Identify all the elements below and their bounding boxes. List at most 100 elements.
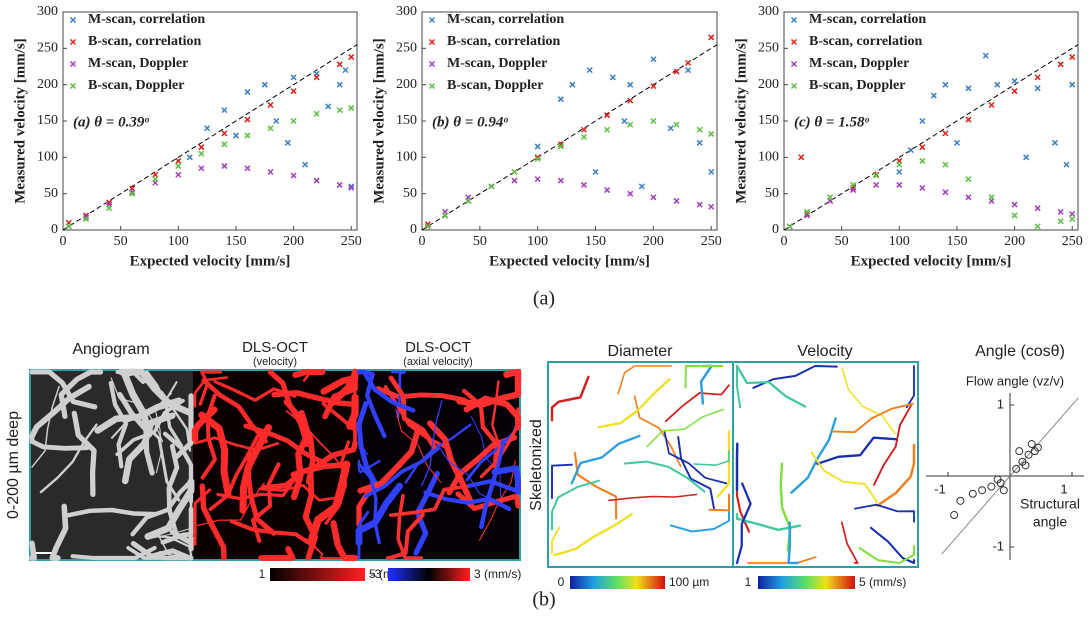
- vessel: [551, 463, 573, 500]
- vessel: [361, 369, 387, 439]
- panel-title: Diameter: [608, 343, 674, 360]
- x-tick-label: -1: [934, 481, 946, 496]
- scatter-point: [152, 176, 159, 183]
- scatter-point: [696, 201, 703, 208]
- reference-line: [783, 44, 1079, 231]
- scatter-point: [348, 54, 355, 61]
- vessel: [446, 434, 518, 496]
- scatter-point: [609, 74, 616, 81]
- scatter-point: [919, 144, 926, 151]
- y-tick-label: 250: [758, 41, 779, 56]
- reference-line: [941, 397, 1079, 555]
- vessel: [841, 367, 896, 435]
- scatter-point: [873, 181, 880, 188]
- colorbar-label: 100 µm: [669, 575, 709, 589]
- colorbar-label: 0: [558, 575, 565, 589]
- scatter-point: [569, 81, 576, 88]
- scatter-point: [1011, 201, 1018, 208]
- scatter-point: [604, 112, 611, 119]
- x-tick-label: 1: [1060, 481, 1067, 496]
- scatter-point: [1069, 54, 1076, 61]
- scatter-point: [511, 168, 518, 175]
- vessel: [173, 393, 194, 460]
- scatter-point: [1034, 205, 1041, 212]
- legend-marker: [69, 38, 77, 46]
- scatter-point: [267, 168, 274, 175]
- vessel: [200, 393, 217, 480]
- vessel: [735, 512, 802, 532]
- vessel: [746, 556, 817, 564]
- scatter-point: [83, 216, 90, 223]
- scatter-point: [221, 141, 228, 148]
- y-tick-label: 0: [772, 222, 779, 237]
- scatter-point: [696, 126, 703, 133]
- y-tick-label: 50: [403, 186, 417, 201]
- scatter-point: [586, 67, 593, 74]
- vessel: [94, 397, 183, 434]
- scatter-point: [557, 141, 564, 148]
- reference-line: [421, 44, 718, 231]
- y-tick-label: 100: [396, 150, 417, 165]
- scatter-point: [290, 117, 297, 125]
- chart-title: Angle (cosθ): [975, 343, 1065, 360]
- y-tick-label: 150: [37, 113, 58, 128]
- vessel: [436, 443, 500, 505]
- annotation: (b) θ = 0.94ᵒ: [432, 114, 508, 130]
- vessel: [858, 545, 916, 565]
- legend-marker: [790, 82, 798, 90]
- vessel: [115, 398, 185, 457]
- legend-label: M-scan, Doppler: [88, 56, 188, 71]
- colorbar-label: 1: [259, 567, 266, 581]
- vessel: [663, 430, 728, 485]
- y-tick-label: 200: [37, 77, 58, 92]
- scatter-point: [708, 131, 715, 138]
- scatter-point: [673, 121, 680, 128]
- x-tick-label: 200: [283, 234, 304, 249]
- scatter-point: [557, 96, 564, 103]
- scatter-point: [965, 116, 972, 123]
- vessel: [29, 383, 92, 440]
- x-tick-label: 0: [60, 234, 67, 249]
- scatter-point: [534, 143, 541, 150]
- legend-label: M-scan, correlation: [447, 12, 564, 27]
- vessel: [385, 512, 425, 561]
- vessel: [421, 399, 443, 487]
- vessel: [550, 375, 590, 422]
- vessel: [29, 435, 90, 451]
- scatter-point: [313, 110, 320, 117]
- x-tick-label: 50: [835, 234, 849, 249]
- vessel: [146, 517, 192, 540]
- scatter-point: [919, 117, 926, 125]
- scatter-point: [198, 144, 205, 151]
- vessel: [873, 404, 912, 486]
- scatter-point: [1057, 208, 1064, 215]
- vessel: [357, 459, 381, 474]
- vessel: [142, 379, 192, 452]
- colorbar: [388, 568, 470, 581]
- y-tick-label: 300: [396, 4, 417, 19]
- y-tick-label: 50: [765, 186, 779, 201]
- x-tick-label: 0: [781, 234, 788, 249]
- scatter-point: [604, 126, 611, 133]
- scatter-point: [942, 161, 949, 168]
- vessel: [358, 433, 368, 456]
- scatter-point: [994, 81, 1001, 88]
- legend-label: B-scan, Doppler: [809, 78, 905, 93]
- vessel: [49, 503, 69, 561]
- x-tick-label: 250: [1062, 234, 1083, 249]
- scatter-point: [627, 190, 634, 197]
- vessel: [304, 538, 345, 559]
- legend-label: M-scan, correlation: [88, 12, 205, 27]
- x-tick-label: 150: [946, 234, 967, 249]
- scatter-point: [999, 486, 1008, 495]
- vessel: [258, 484, 343, 502]
- scatter-point: [83, 213, 90, 220]
- scatter-point: [953, 139, 960, 146]
- x-tick-label: 100: [168, 234, 189, 249]
- scatter-point: [1011, 78, 1018, 85]
- vessel: [199, 483, 227, 561]
- scatter-point: [1057, 218, 1064, 225]
- scatter-point: [627, 81, 634, 88]
- x-tick-label: 250: [341, 234, 362, 249]
